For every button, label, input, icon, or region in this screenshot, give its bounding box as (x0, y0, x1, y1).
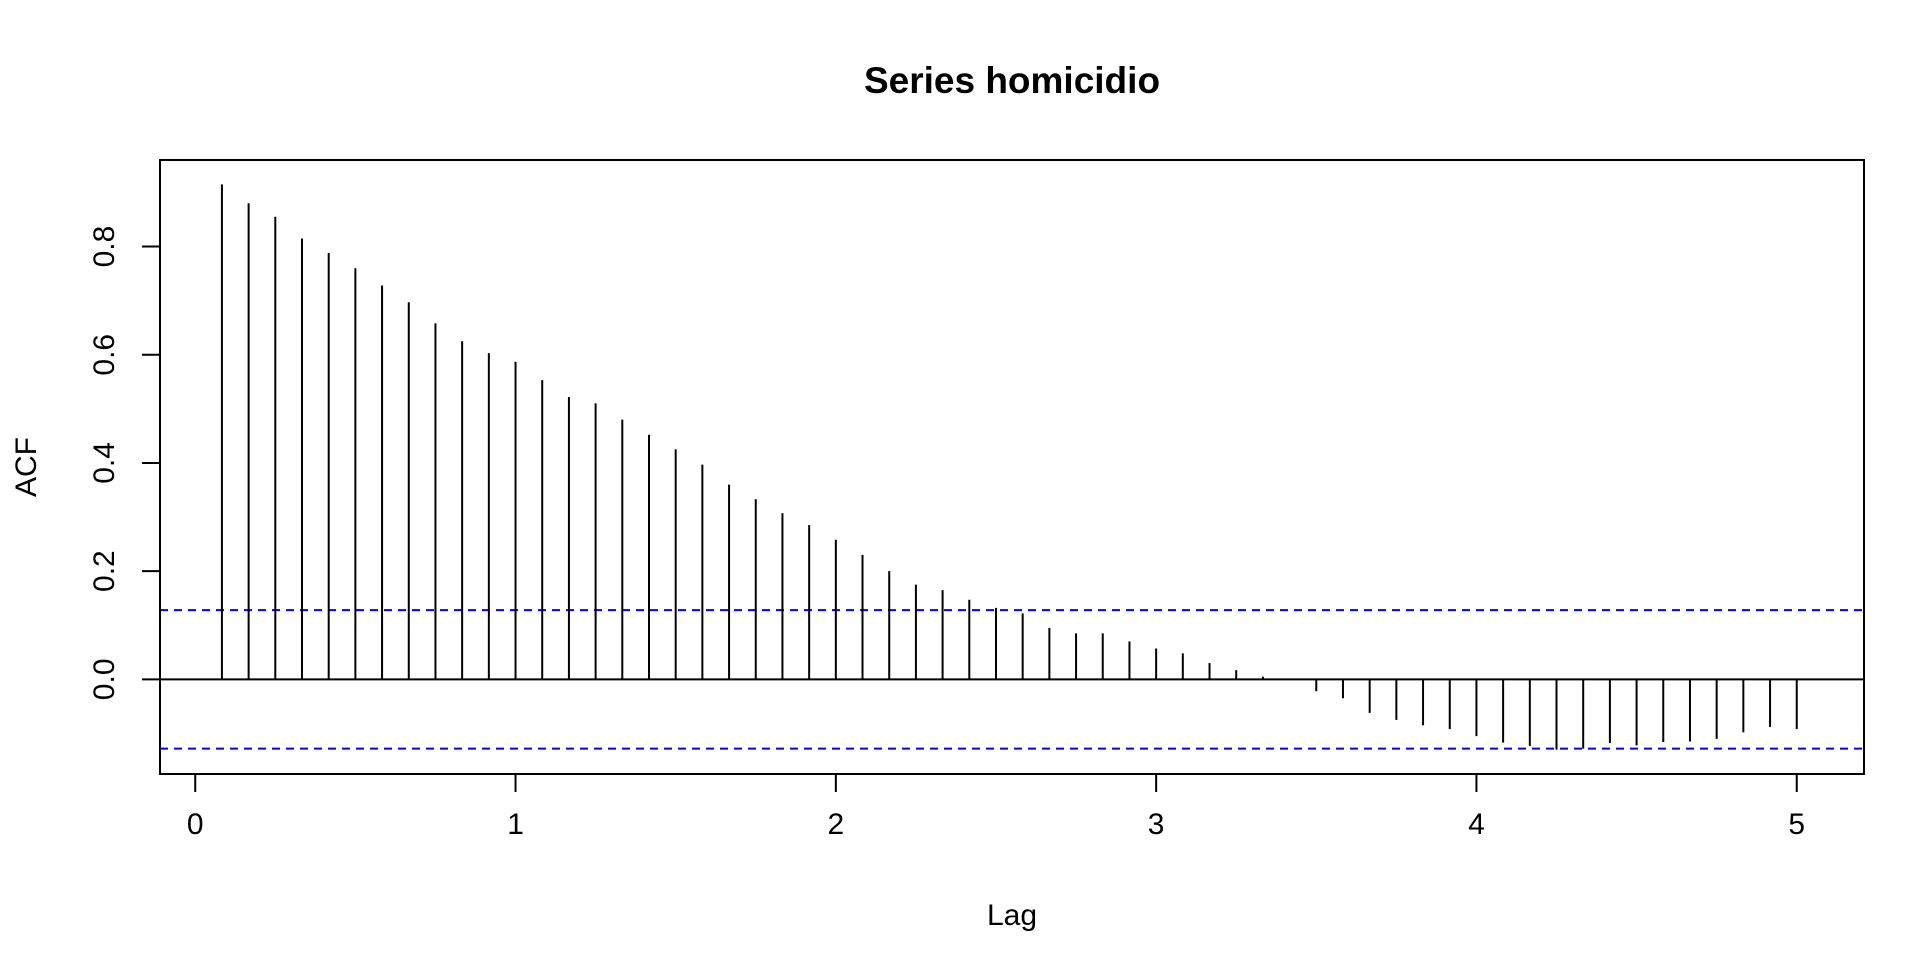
x-tick-label: 5 (1788, 808, 1805, 841)
x-axis-label: Lag (987, 899, 1037, 932)
confidence-bounds (160, 609, 1864, 750)
x-axis: 0 1 2 3 4 5 (187, 773, 1805, 841)
y-tick-label: 0.0 (88, 658, 121, 700)
x-tick-label: 3 (1148, 808, 1165, 841)
x-tick-label: 1 (507, 808, 524, 841)
y-tick-label: 0.8 (88, 226, 121, 268)
y-axis: 0.0 0.2 0.4 0.6 0.8 (88, 226, 161, 700)
y-tick-label: 0.2 (88, 550, 121, 592)
y-tick-label: 0.4 (88, 442, 121, 484)
x-tick-label: 0 (187, 808, 204, 841)
x-tick-label: 4 (1468, 808, 1485, 841)
acf-bars (220, 184, 1798, 750)
y-axis-label: ACF (10, 437, 43, 497)
chart-title: Series homicidio (864, 60, 1160, 101)
y-tick-label: 0.6 (88, 334, 121, 376)
plot-frame (159, 159, 1865, 775)
x-tick-label: 2 (827, 808, 844, 841)
